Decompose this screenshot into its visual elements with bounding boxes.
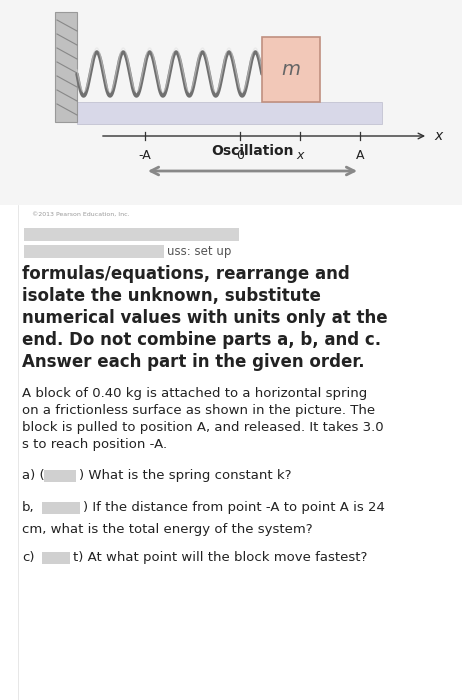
Text: numerical values with units only at the: numerical values with units only at the [22, 309, 388, 327]
Text: cm, what is the total energy of the system?: cm, what is the total energy of the syst… [22, 523, 313, 536]
Text: m: m [281, 60, 300, 79]
Text: isolate the unknown, substitute: isolate the unknown, substitute [22, 287, 321, 305]
Text: ©2013 Pearson Education, Inc.: ©2013 Pearson Education, Inc. [32, 212, 130, 217]
Text: Answer each part in the given order.: Answer each part in the given order. [22, 353, 365, 371]
Bar [55, 12, 77, 122]
Bar [262, 37, 320, 102]
Text: 0: 0 [236, 149, 244, 162]
Bar [0, 205, 462, 700]
Text: b,: b, [22, 501, 35, 514]
Text: s to reach position -A.: s to reach position -A. [22, 438, 167, 451]
Bar [42, 502, 80, 514]
Text: t) At what point will the block move fastest?: t) At what point will the block move fas… [73, 552, 367, 564]
Text: block is pulled to position A, and released. It takes 3.0: block is pulled to position A, and relea… [22, 421, 383, 434]
Text: x: x [434, 129, 442, 143]
Text: Oscillation: Oscillation [211, 144, 294, 158]
Bar [0, 0, 462, 205]
Text: end. Do not combine parts a, b, and c.: end. Do not combine parts a, b, and c. [22, 331, 381, 349]
Bar [44, 470, 76, 482]
Text: x: x [296, 149, 304, 162]
Text: A block of 0.40 kg is attached to a horizontal spring: A block of 0.40 kg is attached to a hori… [22, 387, 367, 400]
Text: on a frictionless surface as shown in the picture. The: on a frictionless surface as shown in th… [22, 404, 375, 417]
Text: formulas/equations, rearrange and: formulas/equations, rearrange and [22, 265, 350, 283]
Bar [42, 552, 70, 564]
Text: A: A [356, 149, 364, 162]
Text: c): c) [22, 552, 35, 564]
Bar [77, 102, 382, 124]
Text: -A: -A [139, 149, 152, 162]
Bar [24, 228, 239, 241]
Text: ) If the distance from point -A to point A is 24: ) If the distance from point -A to point… [83, 501, 385, 514]
Bar [24, 245, 164, 258]
Text: a) (: a) ( [22, 470, 45, 482]
Text: uss: set up: uss: set up [167, 244, 231, 258]
Text: ) What is the spring constant k?: ) What is the spring constant k? [79, 470, 292, 482]
